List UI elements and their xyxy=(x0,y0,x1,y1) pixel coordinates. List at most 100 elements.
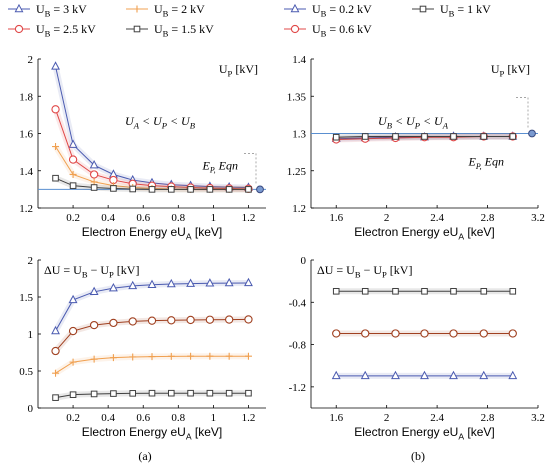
x-tick-label: 0.2 xyxy=(66,412,80,424)
data-point xyxy=(68,155,78,164)
series-1.5-kV xyxy=(52,174,252,193)
data-point xyxy=(206,352,214,360)
y-axis-label-sub: B xyxy=(355,270,361,280)
series-1-kV xyxy=(332,133,517,141)
data-point xyxy=(421,287,428,295)
legend-label-part: U xyxy=(312,22,321,36)
eqn-label-part: E xyxy=(202,158,211,172)
data-point xyxy=(128,317,137,326)
legend-label-sub: B xyxy=(45,29,51,39)
y-tick-label: 0 xyxy=(301,255,307,267)
legend-label-part: = 1 kV xyxy=(454,2,491,16)
x-tick-label: 1.2 xyxy=(242,212,256,224)
y-tick-label: -1.2 xyxy=(289,382,306,394)
data-point xyxy=(480,133,488,140)
y-tick-label: 1.2 xyxy=(292,203,306,215)
series-2-kV xyxy=(52,352,252,377)
data-point xyxy=(167,186,175,193)
y-axis-label-sub: P xyxy=(500,69,505,79)
x-tick-label: 2 xyxy=(384,412,390,424)
y-axis-label-part: [kV] xyxy=(232,62,258,76)
data-point xyxy=(186,315,195,325)
series-1.5-kV xyxy=(52,389,252,401)
y-tick-label: -0.8 xyxy=(289,340,307,352)
x-tick-label: 0.2 xyxy=(66,212,80,224)
y-tick-label: 1.2 xyxy=(19,203,33,215)
y-tick-label: 0 xyxy=(28,403,34,415)
data-point xyxy=(187,352,195,360)
x-axis-label-part: Electron Energy eU xyxy=(354,225,458,239)
legend-label-part: = 2.5 kV xyxy=(50,22,96,36)
data-point xyxy=(69,358,77,366)
y-axis-label-part: [kV] xyxy=(387,263,413,277)
data-point xyxy=(361,329,370,338)
data-point xyxy=(148,186,156,193)
data-point xyxy=(225,352,233,360)
data-point xyxy=(331,370,341,380)
region-annotation-part: < U xyxy=(139,114,163,128)
legend-label: UB​ = 2.5 kV xyxy=(36,22,96,39)
data-point xyxy=(206,389,214,397)
y-tick-label: -0.4 xyxy=(289,297,307,309)
data-point xyxy=(450,287,457,295)
y-tick-label: 1.4 xyxy=(19,166,33,178)
data-point xyxy=(449,329,458,338)
data-point xyxy=(509,133,517,140)
data-point xyxy=(52,174,59,182)
x-tick-label: 3.2 xyxy=(531,412,545,424)
data-point xyxy=(361,287,369,295)
data-point xyxy=(69,170,77,178)
legend-label-part: = 0.2 kV xyxy=(326,2,372,16)
legend-label-sub: B xyxy=(163,9,169,19)
data-point xyxy=(479,329,488,338)
series-1-kV xyxy=(332,287,517,295)
reference-bracket xyxy=(514,97,529,128)
x-tick-label: 0.4 xyxy=(101,212,115,224)
legend-label-part: = 2 kV xyxy=(168,2,205,16)
x-tick-label: 2.4 xyxy=(430,212,444,224)
y-axis-label-sub: P xyxy=(109,270,114,280)
y-tick-label: 1.5 xyxy=(19,292,33,304)
data-point xyxy=(148,389,156,397)
legend-label-sub: B xyxy=(321,29,327,39)
data-point xyxy=(129,390,137,397)
x-tick-label: 2.4 xyxy=(430,412,444,424)
data-point xyxy=(110,390,117,397)
legend-label-part: U xyxy=(312,2,321,16)
y-axis-label-part: ΔU = U xyxy=(317,263,355,277)
data-point xyxy=(52,143,60,151)
data-point xyxy=(167,316,176,325)
x-tick-label: 1.6 xyxy=(329,212,343,224)
region-annotation-part: U xyxy=(125,114,135,128)
chart-a_bottom: 0 0.5 1 1.5 2 0.2 0.4 0.6 0.8 1 1.2 Electron Energy… xyxy=(19,255,266,442)
data-point xyxy=(361,133,369,140)
y-tick-label: 1.8 xyxy=(19,91,33,103)
data-point xyxy=(166,278,176,288)
x-axis-label-part: Electron Energy eU xyxy=(82,225,186,239)
x-axis-label-part: [keV] xyxy=(192,425,223,439)
legend-marker xyxy=(133,25,141,33)
panel-label-a: (a) xyxy=(138,449,151,463)
x-tick-label: 0.6 xyxy=(136,412,150,424)
y-axis-label-sub: B xyxy=(82,270,88,280)
legend-b-row1: UB​ = 0.2 kV UB​ = 1 kV xyxy=(284,2,491,19)
data-point xyxy=(244,352,252,360)
legend-marker xyxy=(133,5,141,13)
y-tick-label: 1.4 xyxy=(292,54,306,66)
data-point xyxy=(89,320,99,330)
legend-label-part: U xyxy=(154,22,163,36)
data-point xyxy=(69,391,77,398)
legend-label-part: = 0.6 kV xyxy=(326,22,372,36)
data-point xyxy=(128,280,138,290)
data-point xyxy=(68,294,78,304)
y-axis-label-part: − U xyxy=(88,263,110,277)
y-axis-label-part: [kV] xyxy=(504,62,530,76)
y-tick-label: 1.3 xyxy=(292,129,306,141)
data-point xyxy=(421,133,428,140)
y-axis-label-part: ΔU = U xyxy=(44,263,82,277)
chart-a_top: 1.2 1.4 1.6 1.8 2 0.2 0.4 0.6 0.8 1 1.2 Electron En… xyxy=(19,54,266,242)
legend-marker xyxy=(290,24,300,34)
chart-b_top: 1.2 1.25 1.3 1.35 1.4 1.6 2 2.4 2.8 3.2 Electron E… xyxy=(287,54,545,242)
data-point xyxy=(332,133,340,141)
reference-point xyxy=(256,185,264,194)
